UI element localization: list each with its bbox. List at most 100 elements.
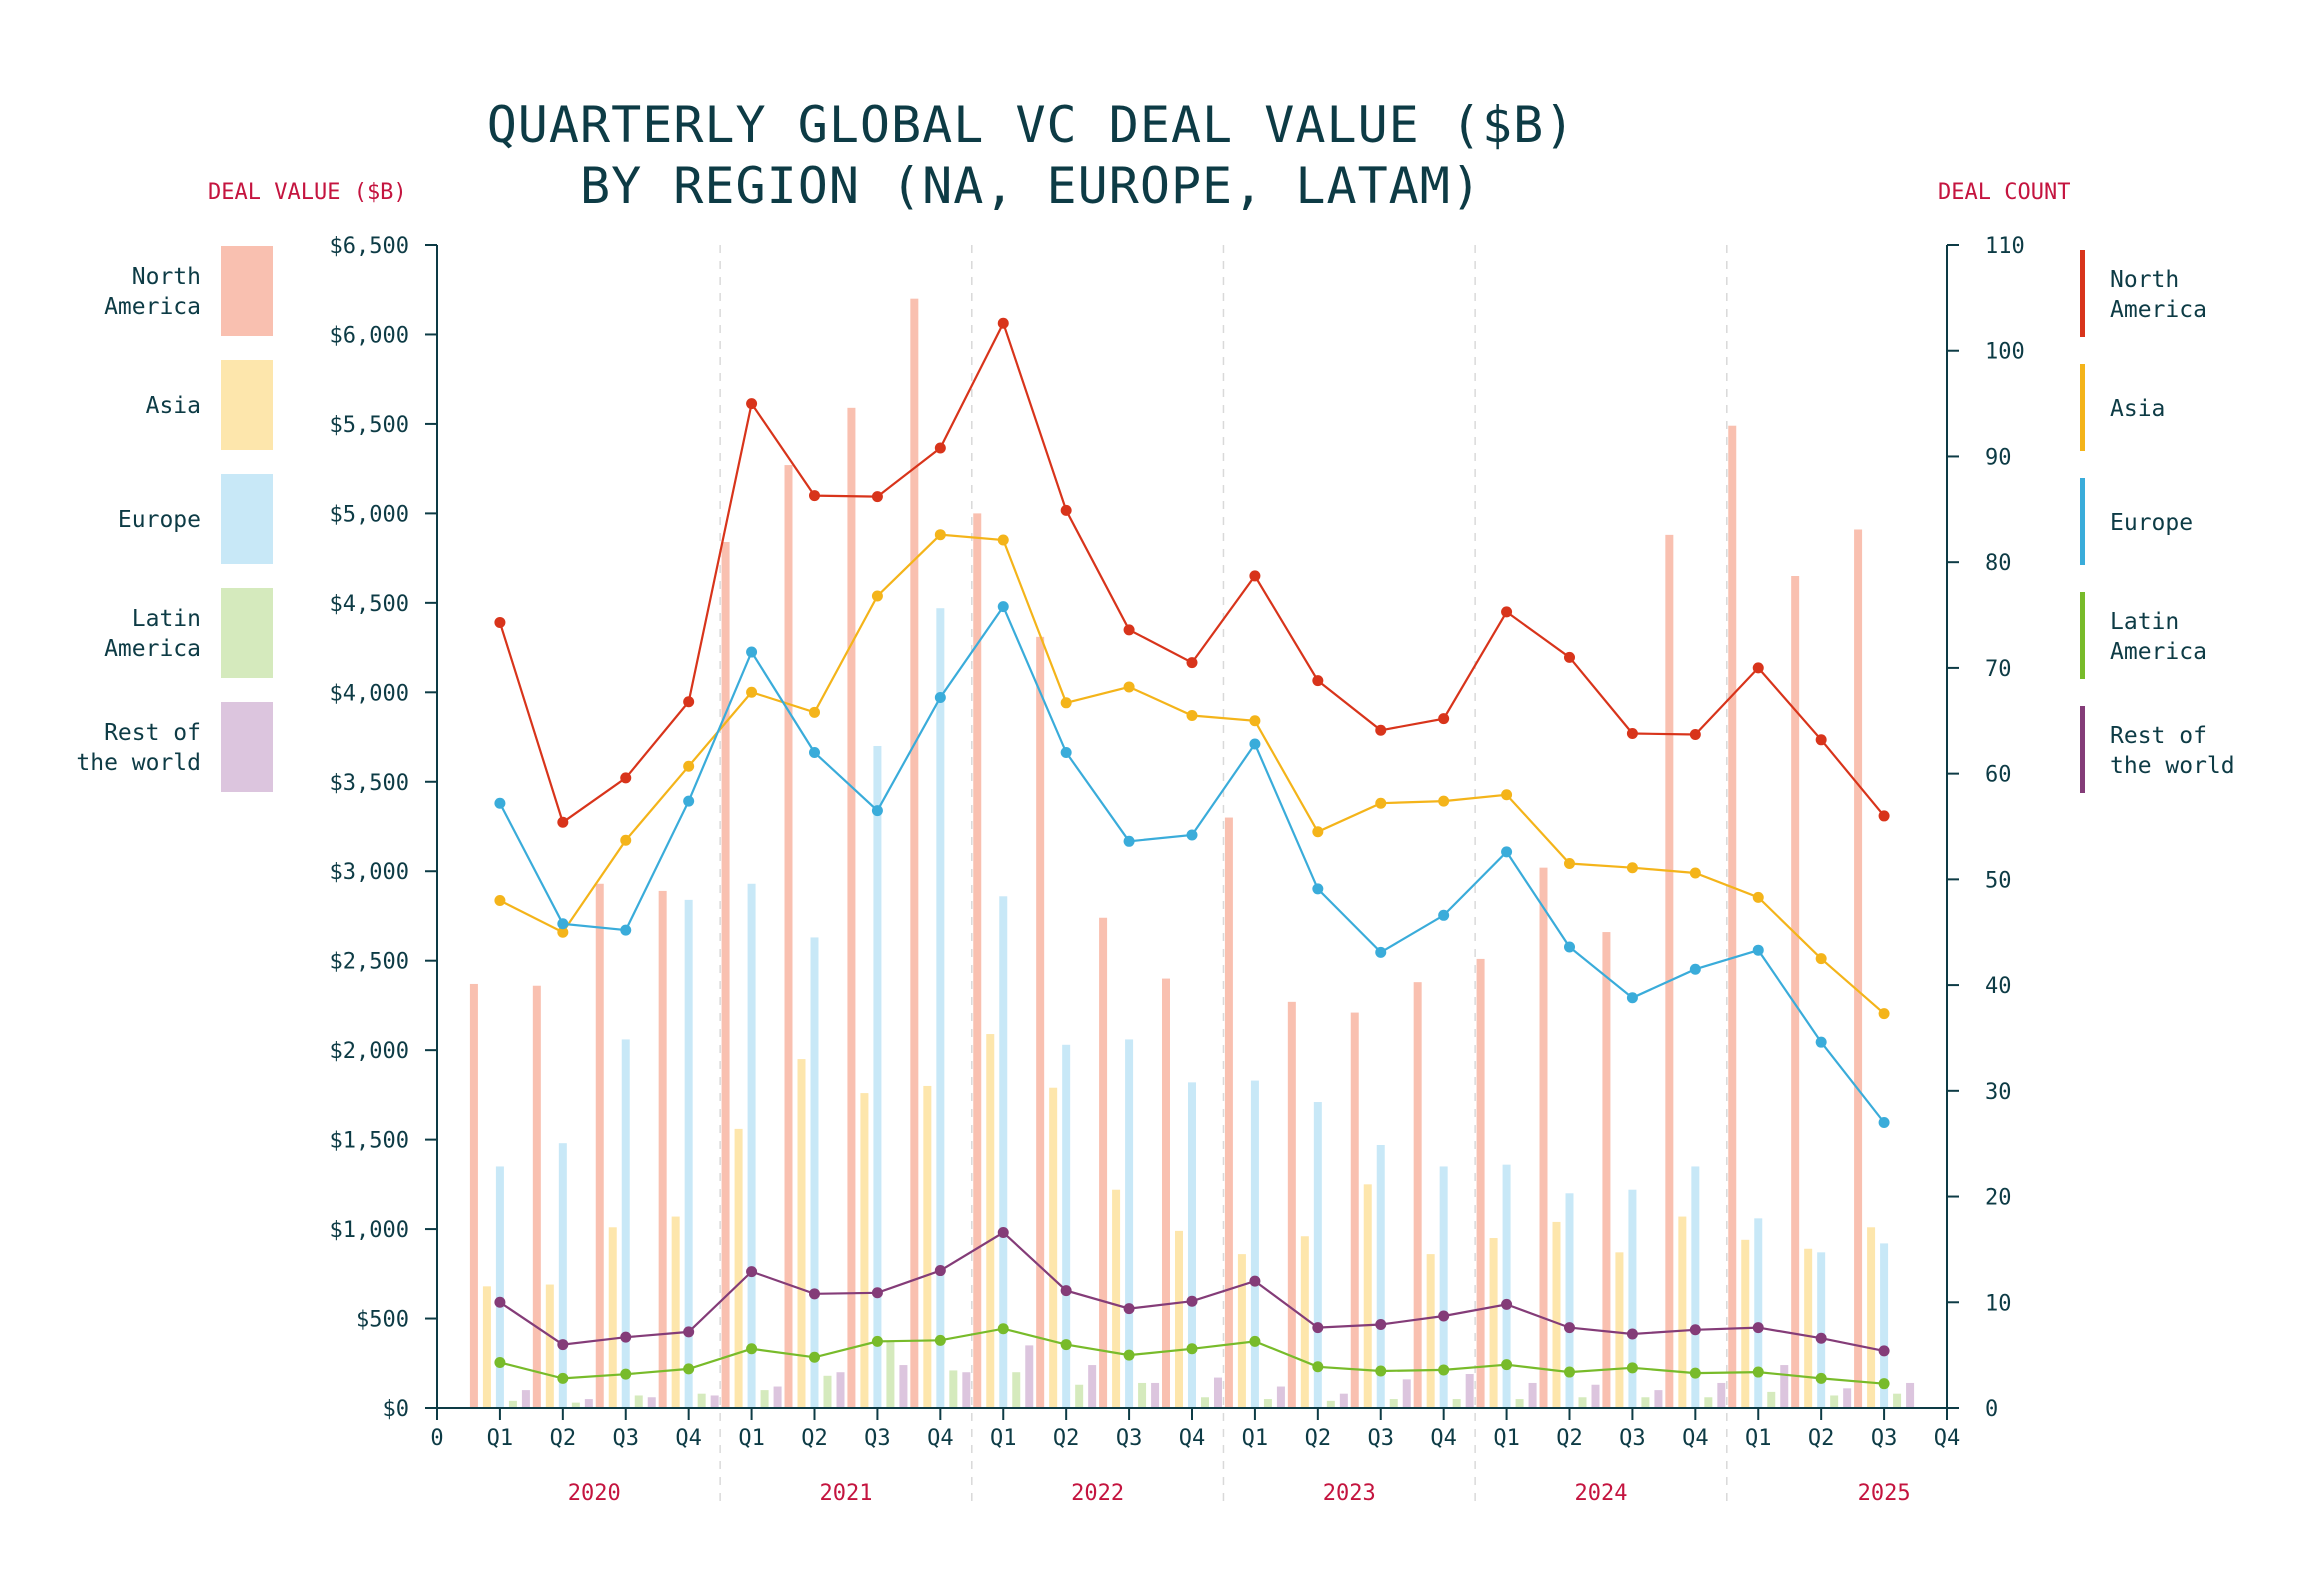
point-europe — [1501, 846, 1513, 858]
bar-latin-america — [1263, 1399, 1272, 1408]
bar-legend-label: Rest of — [104, 720, 201, 746]
bar-legend-item-europe: Europe — [118, 474, 273, 564]
bar-latin-america — [886, 1341, 895, 1408]
point-latin-america — [1501, 1359, 1513, 1371]
x-tick-label: Q2 — [1053, 1426, 1080, 1451]
year-label: 2023 — [1323, 1481, 1376, 1506]
bar-legend-label: Asia — [146, 393, 201, 419]
line-legend-item-rest-of-the-world: Rest of the world — [2080, 706, 2235, 793]
bar-legend-item-rest-of-the-world: Rest of the world — [76, 702, 273, 792]
point-europe — [1815, 1036, 1827, 1048]
point-europe — [1312, 883, 1324, 895]
bar-europe — [1250, 1080, 1259, 1408]
point-rest-of-the-world — [1249, 1275, 1261, 1287]
bar-north-america — [532, 985, 541, 1408]
point-asia — [1752, 891, 1764, 903]
bar-legend-item-latin-america: Latin America — [104, 588, 273, 678]
bar-rest-of-the-world — [836, 1372, 845, 1408]
point-asia — [620, 834, 632, 846]
right-tick-label: 20 — [1985, 1186, 2012, 1211]
point-europe — [934, 692, 946, 704]
series-line-asia — [499, 533, 1885, 1015]
line-legend-swatch — [2080, 250, 2085, 337]
line-legend-swatch — [2080, 364, 2085, 451]
bar-north-america — [721, 542, 730, 1408]
bar-europe — [747, 883, 756, 1408]
point-north-america — [1249, 570, 1261, 582]
point-north-america — [809, 490, 820, 502]
bar-europe — [1754, 1218, 1763, 1408]
x-tick-label: Q3 — [1368, 1426, 1395, 1451]
bar-series-rest-of-the-world — [521, 1345, 1915, 1408]
left-tick-label: $4,000 — [330, 681, 409, 706]
bar-north-america — [1539, 867, 1548, 1408]
line-legend-label: Asia — [2110, 396, 2165, 422]
point-rest-of-the-world — [1123, 1303, 1135, 1315]
bar-europe — [1188, 1082, 1196, 1408]
right-tick-label: 70 — [1985, 657, 2012, 682]
bar-europe — [873, 745, 882, 1408]
bar-north-america — [1854, 529, 1863, 1408]
left-tick-label: $5,500 — [330, 413, 409, 438]
left-tick-label: $0 — [383, 1397, 410, 1422]
point-north-america — [1626, 727, 1638, 739]
point-europe — [871, 805, 883, 817]
bar-latin-america — [1704, 1397, 1713, 1408]
bar-asia — [1112, 1189, 1121, 1408]
point-north-america — [934, 442, 946, 454]
bar-north-america — [1036, 636, 1045, 1408]
bar-latin-america — [1515, 1399, 1524, 1408]
point-rest-of-the-world — [934, 1265, 946, 1277]
bar-legend-swatch — [221, 360, 273, 450]
point-asia — [1626, 862, 1638, 874]
line-legend-item-asia: Asia — [2080, 364, 2165, 451]
bar-asia — [986, 1034, 995, 1408]
left-tick-label: $1,500 — [330, 1129, 409, 1154]
bar-legend-label: America — [104, 294, 201, 320]
bar-rest-of-the-world — [773, 1386, 782, 1408]
year-label: 2021 — [819, 1481, 872, 1506]
point-latin-america — [934, 1334, 946, 1346]
bar-rest-of-the-world — [647, 1397, 656, 1408]
bar-asia — [608, 1227, 617, 1408]
point-north-america — [1752, 662, 1764, 674]
point-asia — [683, 760, 695, 772]
point-latin-america — [1438, 1364, 1450, 1376]
point-north-america — [1689, 729, 1701, 741]
bar-asia — [1363, 1184, 1372, 1408]
point-north-america — [1123, 624, 1135, 636]
point-latin-america — [620, 1368, 632, 1380]
line-legend: North America Asia Europe Latin America Rest o… — [2080, 250, 2235, 793]
bar-europe — [1565, 1193, 1574, 1408]
point-rest-of-the-world — [1626, 1328, 1638, 1340]
bar-rest-of-the-world — [899, 1365, 908, 1408]
x-tick-label: Q3 — [1116, 1426, 1143, 1451]
bar-rest-of-the-world — [584, 1399, 593, 1408]
bar-asia — [734, 1128, 743, 1408]
x-tick-label: Q1 — [738, 1426, 765, 1451]
right-tick-label: 40 — [1985, 974, 2012, 999]
line-series-europe — [494, 601, 1890, 1129]
bar-latin-america — [1389, 1399, 1398, 1408]
point-europe — [1060, 746, 1072, 758]
bar-asia — [1867, 1227, 1876, 1408]
line-legend-item-europe: Europe — [2080, 478, 2193, 565]
bar-legend-item-asia: Asia — [146, 360, 273, 450]
point-north-america — [620, 772, 632, 784]
point-europe — [1878, 1117, 1890, 1129]
bar-latin-america — [1767, 1391, 1776, 1408]
left-tick-label: $500 — [356, 1308, 409, 1333]
x-tick-label: Q2 — [1305, 1426, 1332, 1451]
left-tick-label: $4,500 — [330, 592, 409, 617]
bar-north-america — [595, 883, 604, 1408]
bar-north-america — [1602, 932, 1611, 1408]
bar-north-america — [847, 407, 856, 1408]
bar-rest-of-the-world — [962, 1372, 971, 1408]
point-latin-america — [557, 1372, 569, 1384]
bar-asia — [1741, 1239, 1750, 1408]
point-europe — [1626, 992, 1638, 1004]
bar-asia — [1237, 1254, 1246, 1408]
x-tick-label: Q4 — [1934, 1426, 1961, 1451]
bar-europe — [1313, 1102, 1322, 1408]
